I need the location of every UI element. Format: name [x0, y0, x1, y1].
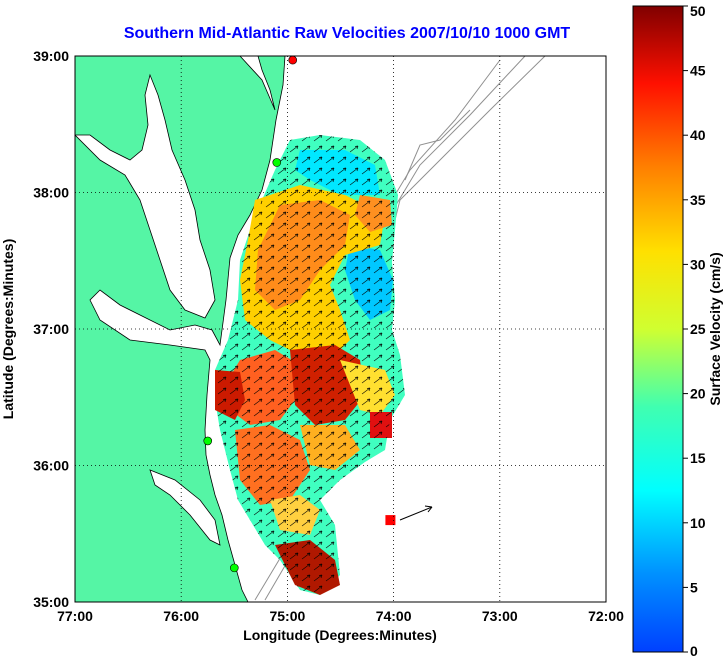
y-tick-label: 35:00: [33, 594, 69, 610]
station-marker: [230, 563, 239, 573]
x-tick-label: 72:00: [588, 608, 624, 624]
x-tick-labels: 77:00 76:00 75:00 74:00 73:00 72:00: [57, 608, 624, 624]
y-tick-label: 38:00: [33, 185, 69, 201]
x-axis-label: Longitude (Degrees:Minutes): [243, 627, 437, 643]
station-marker: [288, 55, 298, 65]
y-tick-label: 39:00: [33, 48, 69, 64]
colorbar-tick-label: 10: [690, 515, 706, 531]
colorbar-tick-label: 50: [690, 3, 706, 19]
colorbar-tick-label: 0: [690, 643, 698, 659]
colorbar-tick-label: 40: [690, 127, 706, 143]
colorbar-tick-label: 25: [690, 321, 706, 337]
colorbar-label: Surface Velocity (cm/s): [707, 252, 723, 405]
map-title: Southern Mid-Atlantic Raw Velocities 200…: [123, 25, 571, 42]
buoy-vector-head: [424, 505, 433, 513]
colorbar-tick-label: 30: [690, 256, 706, 272]
station-marker: [272, 158, 282, 167]
buoy-vector: [399, 506, 433, 521]
colorbar-tick-label: 5: [690, 579, 698, 595]
y-tick-labels: 39:00 38:00 37:00 36:00 35:00: [33, 48, 69, 610]
delaware-bay: [239, 56, 276, 111]
colorbar: [632, 5, 684, 653]
y-tick-label: 37:00: [33, 321, 69, 337]
x-tick-label: 76:00: [163, 608, 199, 624]
chesapeake-bay: [75, 73, 216, 319]
buoy-marker: [385, 515, 396, 526]
velocity-vectors: [215, 135, 405, 595]
x-tick-label: 73:00: [482, 608, 518, 624]
grid-lines: [75, 56, 606, 602]
stations-layer: [203, 55, 396, 573]
colorbar-tick-label: 20: [690, 386, 706, 402]
x-tick-label: 74:00: [376, 608, 412, 624]
x-tick-label: 75:00: [269, 608, 305, 624]
pamlico-sound: [149, 469, 221, 546]
station-marker: [203, 436, 213, 446]
x-tick-label: 77:00: [57, 608, 93, 624]
plot-frame: [74, 55, 607, 603]
colorbar-tick-label: 45: [690, 63, 706, 79]
colorbar-tick-label: 35: [690, 192, 706, 208]
y-tick-label: 36:00: [33, 458, 69, 474]
y-axis-label: Latitude (Degrees:Minutes): [0, 239, 16, 419]
colorbar-tick-label: 15: [690, 450, 706, 466]
